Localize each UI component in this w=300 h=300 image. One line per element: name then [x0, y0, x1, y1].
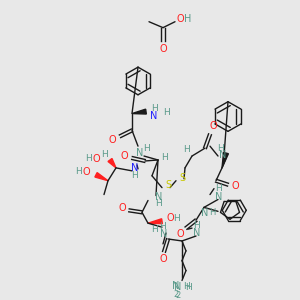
- Text: H: H: [184, 14, 192, 24]
- Text: H: H: [163, 108, 170, 117]
- Text: H: H: [132, 171, 138, 180]
- Text: N: N: [172, 281, 180, 291]
- Text: O: O: [209, 122, 217, 131]
- Text: N: N: [174, 282, 182, 292]
- Text: O: O: [176, 229, 184, 239]
- Text: N: N: [150, 110, 158, 121]
- Text: O: O: [176, 14, 184, 24]
- Text: S: S: [165, 180, 171, 190]
- Polygon shape: [222, 152, 228, 168]
- Polygon shape: [132, 109, 146, 114]
- Text: H: H: [160, 222, 167, 231]
- Text: H: H: [151, 104, 158, 113]
- Text: H: H: [151, 225, 158, 234]
- Text: O: O: [108, 135, 116, 145]
- Text: O: O: [166, 213, 174, 223]
- Text: N: N: [219, 150, 227, 160]
- Text: H: H: [100, 150, 107, 159]
- Text: O: O: [159, 254, 167, 264]
- Text: O: O: [231, 181, 239, 191]
- Text: O: O: [118, 203, 126, 213]
- Text: 2: 2: [176, 291, 181, 300]
- Text: H: H: [85, 154, 92, 164]
- Text: H: H: [209, 208, 216, 217]
- Text: 2: 2: [173, 290, 178, 299]
- Text: N: N: [131, 163, 139, 173]
- Text: H: H: [172, 214, 179, 223]
- Text: O: O: [82, 167, 90, 177]
- Text: H: H: [142, 144, 149, 153]
- Text: N: N: [193, 228, 201, 238]
- Text: H: H: [183, 145, 189, 154]
- Text: N: N: [160, 229, 168, 239]
- Polygon shape: [148, 219, 162, 224]
- Text: H: H: [186, 283, 192, 292]
- Text: O: O: [92, 154, 100, 164]
- Polygon shape: [95, 172, 108, 181]
- Text: N: N: [215, 191, 223, 202]
- Text: H: H: [154, 199, 161, 208]
- Text: H: H: [194, 221, 200, 230]
- Text: O: O: [159, 44, 167, 54]
- Text: S: S: [179, 173, 185, 183]
- Text: N: N: [155, 191, 163, 202]
- Text: H: H: [214, 184, 221, 193]
- Text: H: H: [217, 144, 224, 153]
- Text: O: O: [120, 151, 128, 161]
- Polygon shape: [108, 158, 116, 168]
- Text: H: H: [162, 152, 168, 161]
- Text: N: N: [136, 148, 144, 158]
- Text: H: H: [75, 167, 81, 176]
- Text: H: H: [183, 282, 189, 291]
- Text: N: N: [201, 208, 208, 218]
